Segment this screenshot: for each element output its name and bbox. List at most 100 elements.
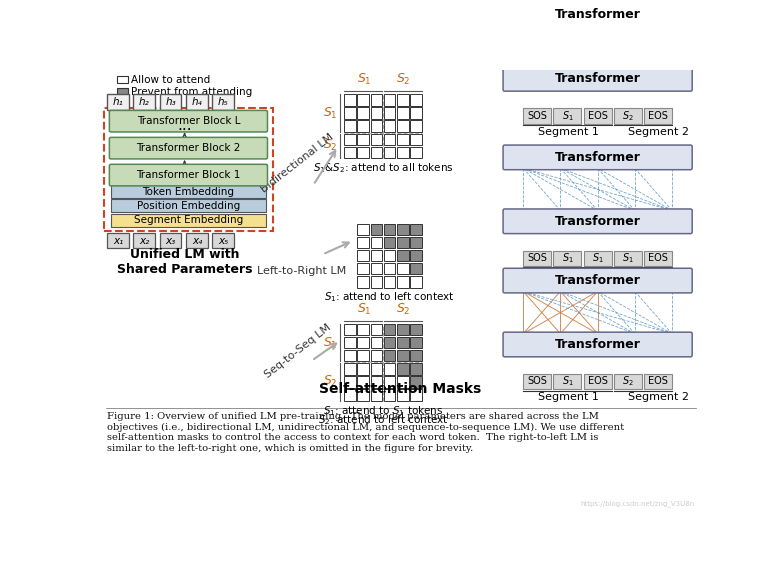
Bar xyxy=(357,94,369,106)
Bar xyxy=(397,389,408,401)
Bar xyxy=(397,263,408,274)
Bar xyxy=(344,147,356,158)
Bar xyxy=(397,133,408,145)
Bar xyxy=(384,133,396,145)
Text: EOS: EOS xyxy=(588,111,608,121)
Bar xyxy=(357,147,369,158)
FancyBboxPatch shape xyxy=(109,137,267,159)
Bar xyxy=(410,376,421,387)
Text: h₅: h₅ xyxy=(218,97,228,107)
Bar xyxy=(111,185,266,198)
FancyBboxPatch shape xyxy=(503,332,692,357)
Bar xyxy=(117,88,128,96)
Text: $S_2$: $S_2$ xyxy=(323,138,337,153)
Text: https://blog.csdn.net/zng_V3U8n: https://blog.csdn.net/zng_V3U8n xyxy=(580,500,694,507)
Text: $S_1$&$S_2$: attend to all tokens: $S_1$&$S_2$: attend to all tokens xyxy=(313,161,454,175)
Bar xyxy=(554,251,581,266)
Bar xyxy=(111,199,266,212)
Bar xyxy=(384,276,396,288)
Text: Figure 1: Overview of unified LM pre-training.  The model parameters are shared : Figure 1: Overview of unified LM pre-tra… xyxy=(107,412,624,452)
Bar xyxy=(523,374,551,389)
Bar xyxy=(160,94,181,110)
Text: x₅: x₅ xyxy=(218,235,228,245)
Text: $S_1$: $S_1$ xyxy=(561,375,573,389)
Text: $S_1$: $S_1$ xyxy=(622,251,633,265)
Bar xyxy=(357,250,369,262)
Bar xyxy=(410,224,421,235)
Bar xyxy=(397,363,408,375)
Bar xyxy=(371,133,382,145)
Bar xyxy=(410,350,421,361)
FancyBboxPatch shape xyxy=(503,145,692,170)
Text: Segment 1: Segment 1 xyxy=(538,126,599,136)
Bar xyxy=(371,250,382,262)
Bar xyxy=(410,276,421,288)
Bar xyxy=(384,263,396,274)
Text: EOS: EOS xyxy=(588,376,608,386)
Bar xyxy=(410,121,421,132)
Bar xyxy=(357,337,369,349)
Text: SOS: SOS xyxy=(527,376,547,386)
FancyBboxPatch shape xyxy=(503,269,692,293)
Bar xyxy=(357,276,369,288)
Bar xyxy=(583,251,612,266)
Text: $S_1$: $S_1$ xyxy=(322,106,337,121)
Text: $S_2$: attend to left context: $S_2$: attend to left context xyxy=(317,413,448,427)
Bar xyxy=(410,94,421,106)
Bar xyxy=(107,233,129,248)
Text: Position Embedding: Position Embedding xyxy=(137,201,240,211)
Bar xyxy=(397,224,408,235)
Bar xyxy=(410,363,421,375)
Text: EOS: EOS xyxy=(648,376,668,386)
Bar xyxy=(384,121,396,132)
Text: Unified LM with
Shared Parameters: Unified LM with Shared Parameters xyxy=(117,248,253,276)
Text: h₄: h₄ xyxy=(192,97,203,107)
Bar xyxy=(213,233,234,248)
Text: Bidirectional LM: Bidirectional LM xyxy=(260,132,336,195)
Bar xyxy=(384,237,396,248)
Bar xyxy=(371,237,382,248)
Text: Self-attention Masks: Self-attention Masks xyxy=(319,382,481,396)
Bar xyxy=(384,350,396,361)
Bar xyxy=(410,133,421,145)
Bar xyxy=(357,350,369,361)
Bar xyxy=(134,233,155,248)
Bar xyxy=(371,363,382,375)
Text: Segment 2: Segment 2 xyxy=(628,392,689,403)
Text: h₁: h₁ xyxy=(113,97,124,107)
Text: Transformer: Transformer xyxy=(554,72,640,85)
Bar xyxy=(397,107,408,119)
Text: Seq-to-Seq LM: Seq-to-Seq LM xyxy=(263,322,332,379)
Bar xyxy=(371,324,382,335)
Bar xyxy=(397,121,408,132)
Text: $S_2$: $S_2$ xyxy=(323,374,337,389)
Text: Prevent from attending: Prevent from attending xyxy=(131,87,253,97)
Text: Token Embedding: Token Embedding xyxy=(142,187,235,197)
Text: Transformer Block 2: Transformer Block 2 xyxy=(136,143,241,153)
Bar xyxy=(554,108,581,124)
Bar xyxy=(397,324,408,335)
Text: Segment 2: Segment 2 xyxy=(628,126,689,136)
Text: Transformer: Transformer xyxy=(554,151,640,164)
Bar xyxy=(107,94,129,110)
Bar xyxy=(186,233,208,248)
Bar xyxy=(371,337,382,349)
Text: x₄: x₄ xyxy=(192,235,202,245)
Bar xyxy=(397,276,408,288)
Bar xyxy=(410,237,421,248)
Bar xyxy=(523,251,551,266)
Bar xyxy=(371,263,382,274)
Text: Allow to attend: Allow to attend xyxy=(131,75,210,85)
Text: $S_1$: $S_1$ xyxy=(357,72,371,88)
Text: Transformer: Transformer xyxy=(554,338,640,351)
Bar xyxy=(117,76,128,84)
Text: Transformer Block 1: Transformer Block 1 xyxy=(136,170,241,180)
Bar xyxy=(357,133,369,145)
Text: Left-to-Right LM: Left-to-Right LM xyxy=(257,266,346,276)
Text: Transformer: Transformer xyxy=(554,215,640,228)
Bar xyxy=(134,94,155,110)
Bar xyxy=(357,263,369,274)
Text: $S_1$: attend to $S_1$ tokens: $S_1$: attend to $S_1$ tokens xyxy=(323,404,443,418)
Bar xyxy=(371,94,382,106)
Bar xyxy=(357,121,369,132)
